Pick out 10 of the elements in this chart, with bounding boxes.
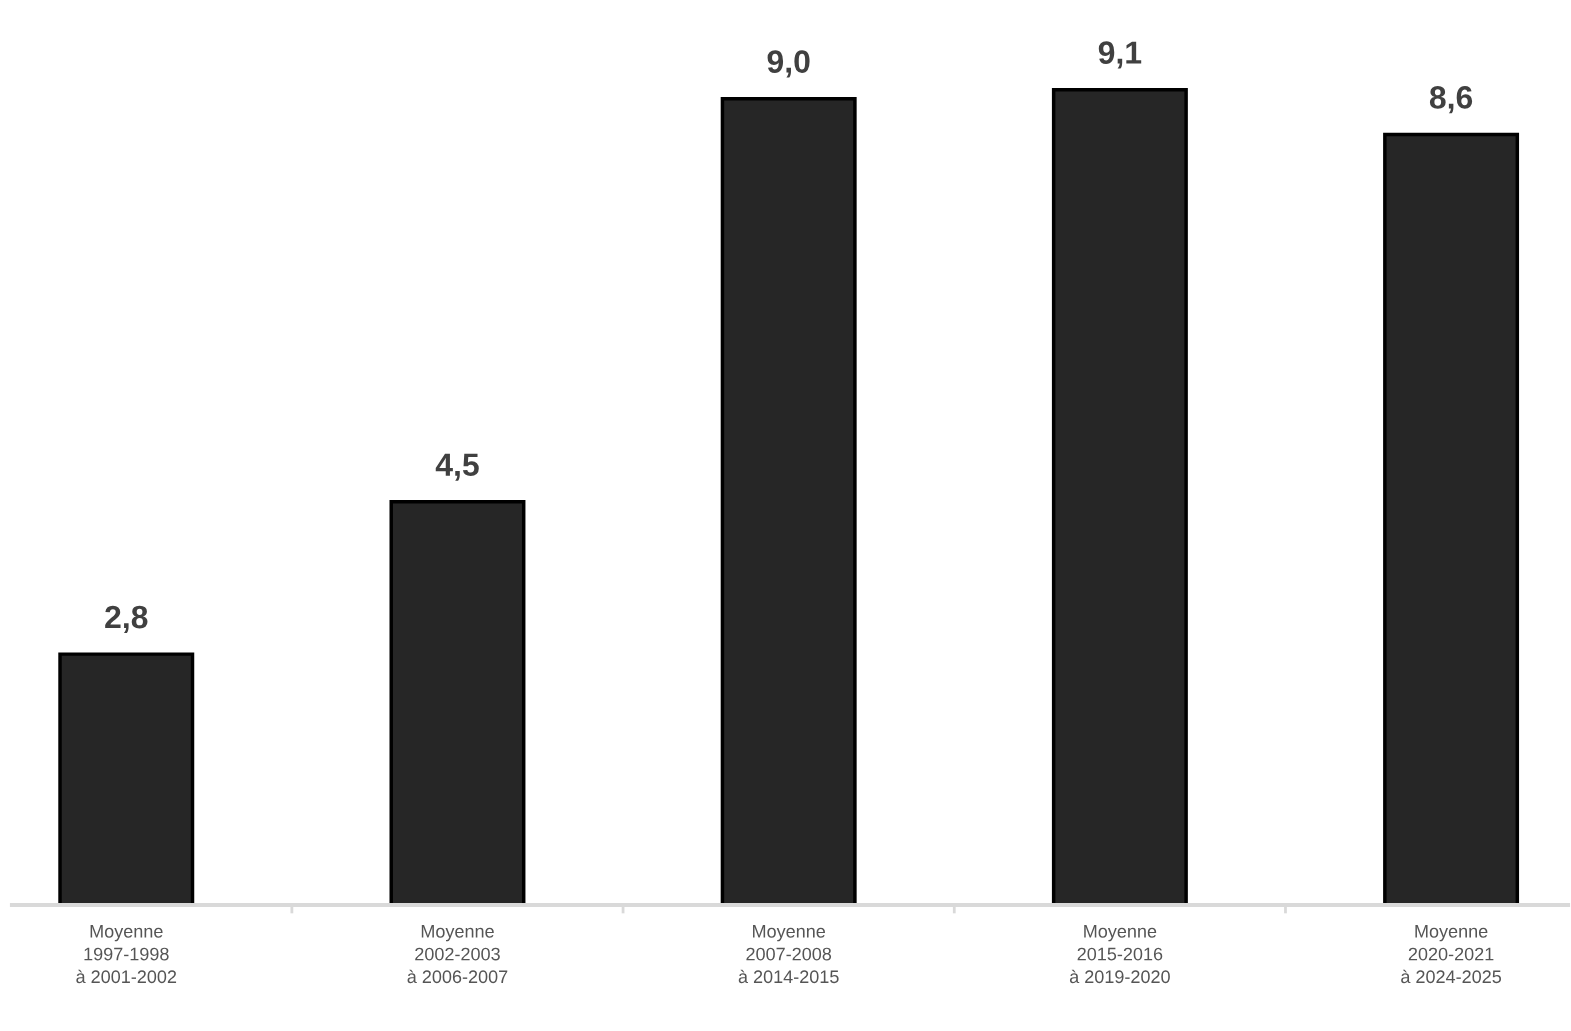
x-tick-label: Moyenne 1997-1998 à 2001-2002	[76, 925, 177, 984]
data-label: 9,0	[767, 50, 810, 78]
data-label: 8,6	[1429, 86, 1473, 114]
data-label: 2,8	[105, 605, 148, 634]
x-tick-label: Moyenne 2007-2008 à 2014-2015	[738, 925, 839, 984]
data-label: 9,1	[1098, 41, 1142, 69]
x-tick-label: Moyenne 2002-2003 à 2006-2007	[407, 925, 508, 984]
x-tick-label: Moyenne 2020-2021 à 2024-2025	[1401, 925, 1502, 984]
data-label: 4,5	[435, 453, 479, 481]
x-tick-label: Moyenne 2015-2016 à 2019-2020	[1069, 925, 1170, 984]
